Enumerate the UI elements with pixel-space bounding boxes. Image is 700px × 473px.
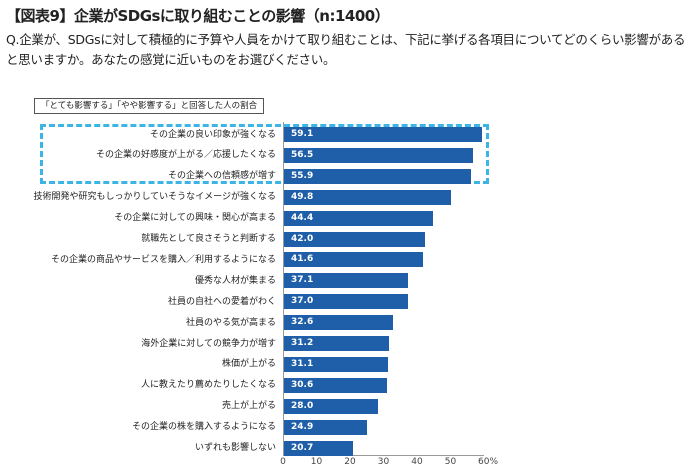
bar bbox=[284, 356, 389, 372]
x-tick-label: 50 bbox=[444, 457, 457, 467]
category-label: 社員のやる気が高まる bbox=[185, 317, 276, 328]
category-label: その企業の好感度が上がる／応援したくなる bbox=[95, 150, 276, 161]
x-tick-label: 0 bbox=[280, 457, 286, 467]
data-label: 56.5 bbox=[291, 149, 314, 160]
legend-label: 「とても影響する」「やや影響する」と回答した人の割合 bbox=[34, 98, 265, 114]
bar bbox=[284, 315, 394, 331]
bar bbox=[284, 273, 409, 289]
data-label: 20.7 bbox=[291, 442, 314, 453]
data-label: 24.9 bbox=[291, 421, 314, 432]
data-label: 30.6 bbox=[291, 379, 314, 390]
data-label: 59.1 bbox=[291, 129, 314, 139]
bar bbox=[284, 336, 389, 351]
category-label: 人に教えたり薦めたりしたくなる bbox=[140, 380, 276, 391]
category-label: 売上が上がる bbox=[221, 401, 276, 412]
category-label: いずれも影響しない bbox=[194, 443, 276, 453]
category-label: 技術開発や研究もしっかりしていそうなイメージが強くなる bbox=[33, 192, 276, 203]
category-label: その企業に対しての興味・関心が高まる bbox=[114, 213, 276, 224]
category-label: その企業への信頼感が増す bbox=[167, 171, 276, 182]
data-label: 37.1 bbox=[291, 275, 314, 286]
data-label: 49.8 bbox=[291, 191, 314, 202]
bar bbox=[284, 147, 474, 163]
data-label: 41.6 bbox=[291, 254, 314, 265]
bar bbox=[284, 189, 451, 205]
data-label: 44.4 bbox=[291, 212, 314, 223]
chart-title: 【図表9】企業がSDGsに取り組むことの影響（n:1400） bbox=[6, 7, 390, 25]
y-axis-line bbox=[283, 122, 284, 455]
x-tick-label: 20 bbox=[344, 457, 356, 467]
data-label: 42.0 bbox=[291, 233, 314, 244]
bar bbox=[284, 419, 368, 435]
data-label: 55.9 bbox=[291, 170, 314, 181]
bar bbox=[284, 398, 378, 414]
category-label: その企業の良い印象が強くなる bbox=[149, 129, 276, 140]
data-label: 32.6 bbox=[291, 317, 314, 328]
bar bbox=[284, 440, 354, 456]
x-tick-label: 30 bbox=[377, 457, 390, 467]
bar bbox=[284, 294, 408, 310]
data-label: 37.0 bbox=[291, 296, 314, 307]
x-axis-line bbox=[283, 455, 484, 456]
data-label: 31.1 bbox=[291, 358, 314, 369]
x-tick-label: 10 bbox=[310, 457, 323, 467]
bar bbox=[284, 127, 482, 142]
question-text: Q.企業が、SDGsに対して積極的に予算や人員をかけて取り組むことは、下記に挙げ… bbox=[6, 32, 686, 67]
category-label: その企業の商品やサービスを購入／利用するようになる bbox=[50, 254, 276, 265]
data-label: 28.0 bbox=[291, 400, 314, 411]
bar bbox=[284, 168, 472, 184]
data-label: 31.2 bbox=[291, 338, 314, 348]
bar bbox=[284, 252, 424, 268]
category-label: 社員の自社への愛着がわく bbox=[167, 296, 276, 307]
category-label: 株価が上がる bbox=[221, 359, 276, 370]
x-tick-label: 60% bbox=[477, 457, 499, 467]
bar bbox=[284, 377, 387, 393]
category-label: 就職先として良さそうと判断する bbox=[141, 234, 276, 244]
bar bbox=[284, 231, 425, 247]
category-label: 優秀な人材が集まる bbox=[194, 275, 276, 286]
highlight-box bbox=[40, 124, 489, 184]
category-label: 海外企業に対しての競争力が増す bbox=[141, 338, 276, 349]
category-label: その企業の株を購入するようになる bbox=[131, 422, 276, 433]
x-tick-label: 40 bbox=[411, 457, 423, 467]
bar bbox=[284, 210, 433, 226]
